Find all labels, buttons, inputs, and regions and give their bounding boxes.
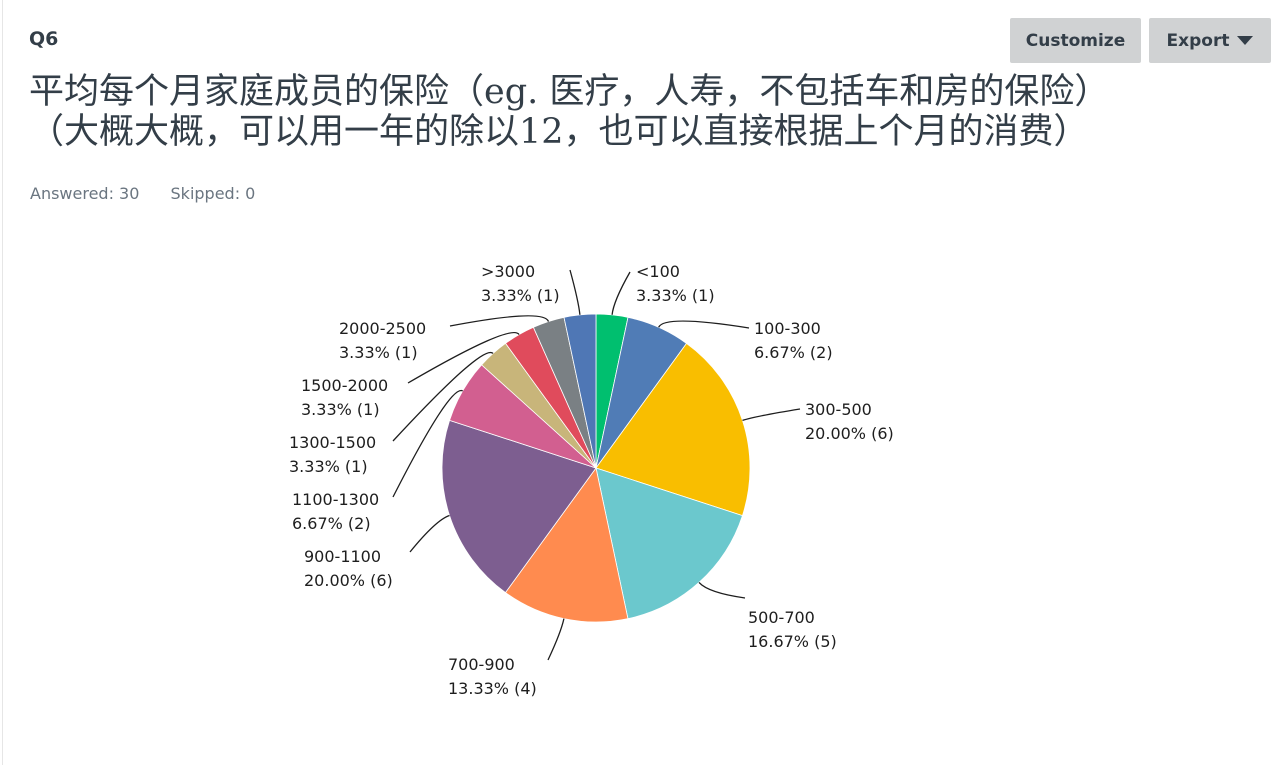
slice-label: 1100-1300 xyxy=(292,490,379,509)
slice-value-label: 3.33% (1) xyxy=(301,400,380,419)
skipped-count: Skipped: 0 xyxy=(170,184,256,203)
slice-value-label: 20.00% (6) xyxy=(304,571,393,590)
slice-value-label: 20.00% (6) xyxy=(805,424,894,443)
slice-value-label: 6.67% (2) xyxy=(754,343,833,362)
export-button[interactable]: Export xyxy=(1149,18,1271,63)
slice-value-label: 3.33% (1) xyxy=(636,286,715,305)
leader-line xyxy=(392,389,464,498)
leader-line xyxy=(569,269,581,315)
leader-line xyxy=(547,618,565,661)
question-title-line2: （大概大概，可以用一年的除以12，也可以直接根据上个月的消费） xyxy=(29,112,1089,152)
slice-label: 2000-2500 xyxy=(339,319,426,338)
slice-value-label: 13.33% (4) xyxy=(448,679,537,698)
pie-slice-900-1100 xyxy=(441,419,597,594)
slice-label: 1500-2000 xyxy=(301,376,388,395)
slice-label: 500-700 xyxy=(748,608,815,627)
slice-value-label: 3.33% (1) xyxy=(481,286,560,305)
slice-label: 700-900 xyxy=(448,655,515,674)
slice-label: 900-1100 xyxy=(304,547,381,566)
leader-line xyxy=(742,408,801,422)
pie-slice-700-900 xyxy=(504,467,629,623)
slice-value-label: 16.67% (5) xyxy=(748,632,837,651)
answered-count: Answered: 30 xyxy=(30,184,140,203)
leader-line xyxy=(392,351,494,442)
response-stats: Answered: 30 Skipped: 0 xyxy=(30,184,281,203)
leader-line xyxy=(611,271,631,315)
leader-line xyxy=(449,315,550,327)
pie-slice-300-500 xyxy=(595,342,751,517)
slice-value-label: 3.33% (1) xyxy=(339,343,418,362)
slice-label: <100 xyxy=(636,262,680,281)
leader-line xyxy=(658,320,750,329)
customize-button[interactable]: Customize xyxy=(1010,18,1141,63)
customize-label: Customize xyxy=(1025,30,1126,51)
leader-line xyxy=(409,514,450,553)
slice-value-label: 3.33% (1) xyxy=(289,457,368,476)
slice-label: 1300-1500 xyxy=(289,433,376,452)
caret-down-icon xyxy=(1237,36,1254,45)
leader-line xyxy=(698,582,746,599)
slice-label: 100-300 xyxy=(754,319,821,338)
question-title-line1: 平均每个月家庭成员的保险（eg. 医疗，人寿，不包括车和房的保险） xyxy=(29,72,1110,112)
leader-line xyxy=(407,331,520,384)
question-title: 平均每个月家庭成员的保险（eg. 医疗，人寿，不包括车和房的保险） （大概大概，… xyxy=(29,72,1269,152)
question-number: Q6 xyxy=(29,28,59,50)
slice-value-label: 6.67% (2) xyxy=(292,514,371,533)
slice-label: >3000 xyxy=(481,262,535,281)
slice-label: 300-500 xyxy=(805,400,872,419)
export-label: Export xyxy=(1166,30,1230,51)
